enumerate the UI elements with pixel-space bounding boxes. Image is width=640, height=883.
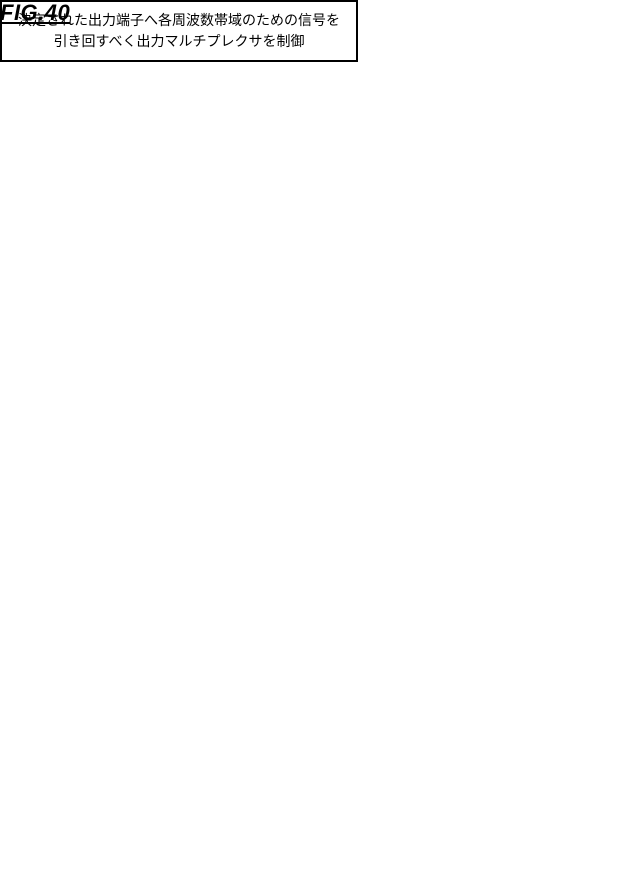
figure-page: F1400 F1410 一以上の周波数帯域を指示する帯域選択信号を受信 F142… — [0, 0, 640, 883]
flow-step-text-line2: 引き回すべく出力マルチプレクサを制御 — [53, 33, 304, 49]
figure-caption: FIG.40 — [0, 0, 70, 26]
